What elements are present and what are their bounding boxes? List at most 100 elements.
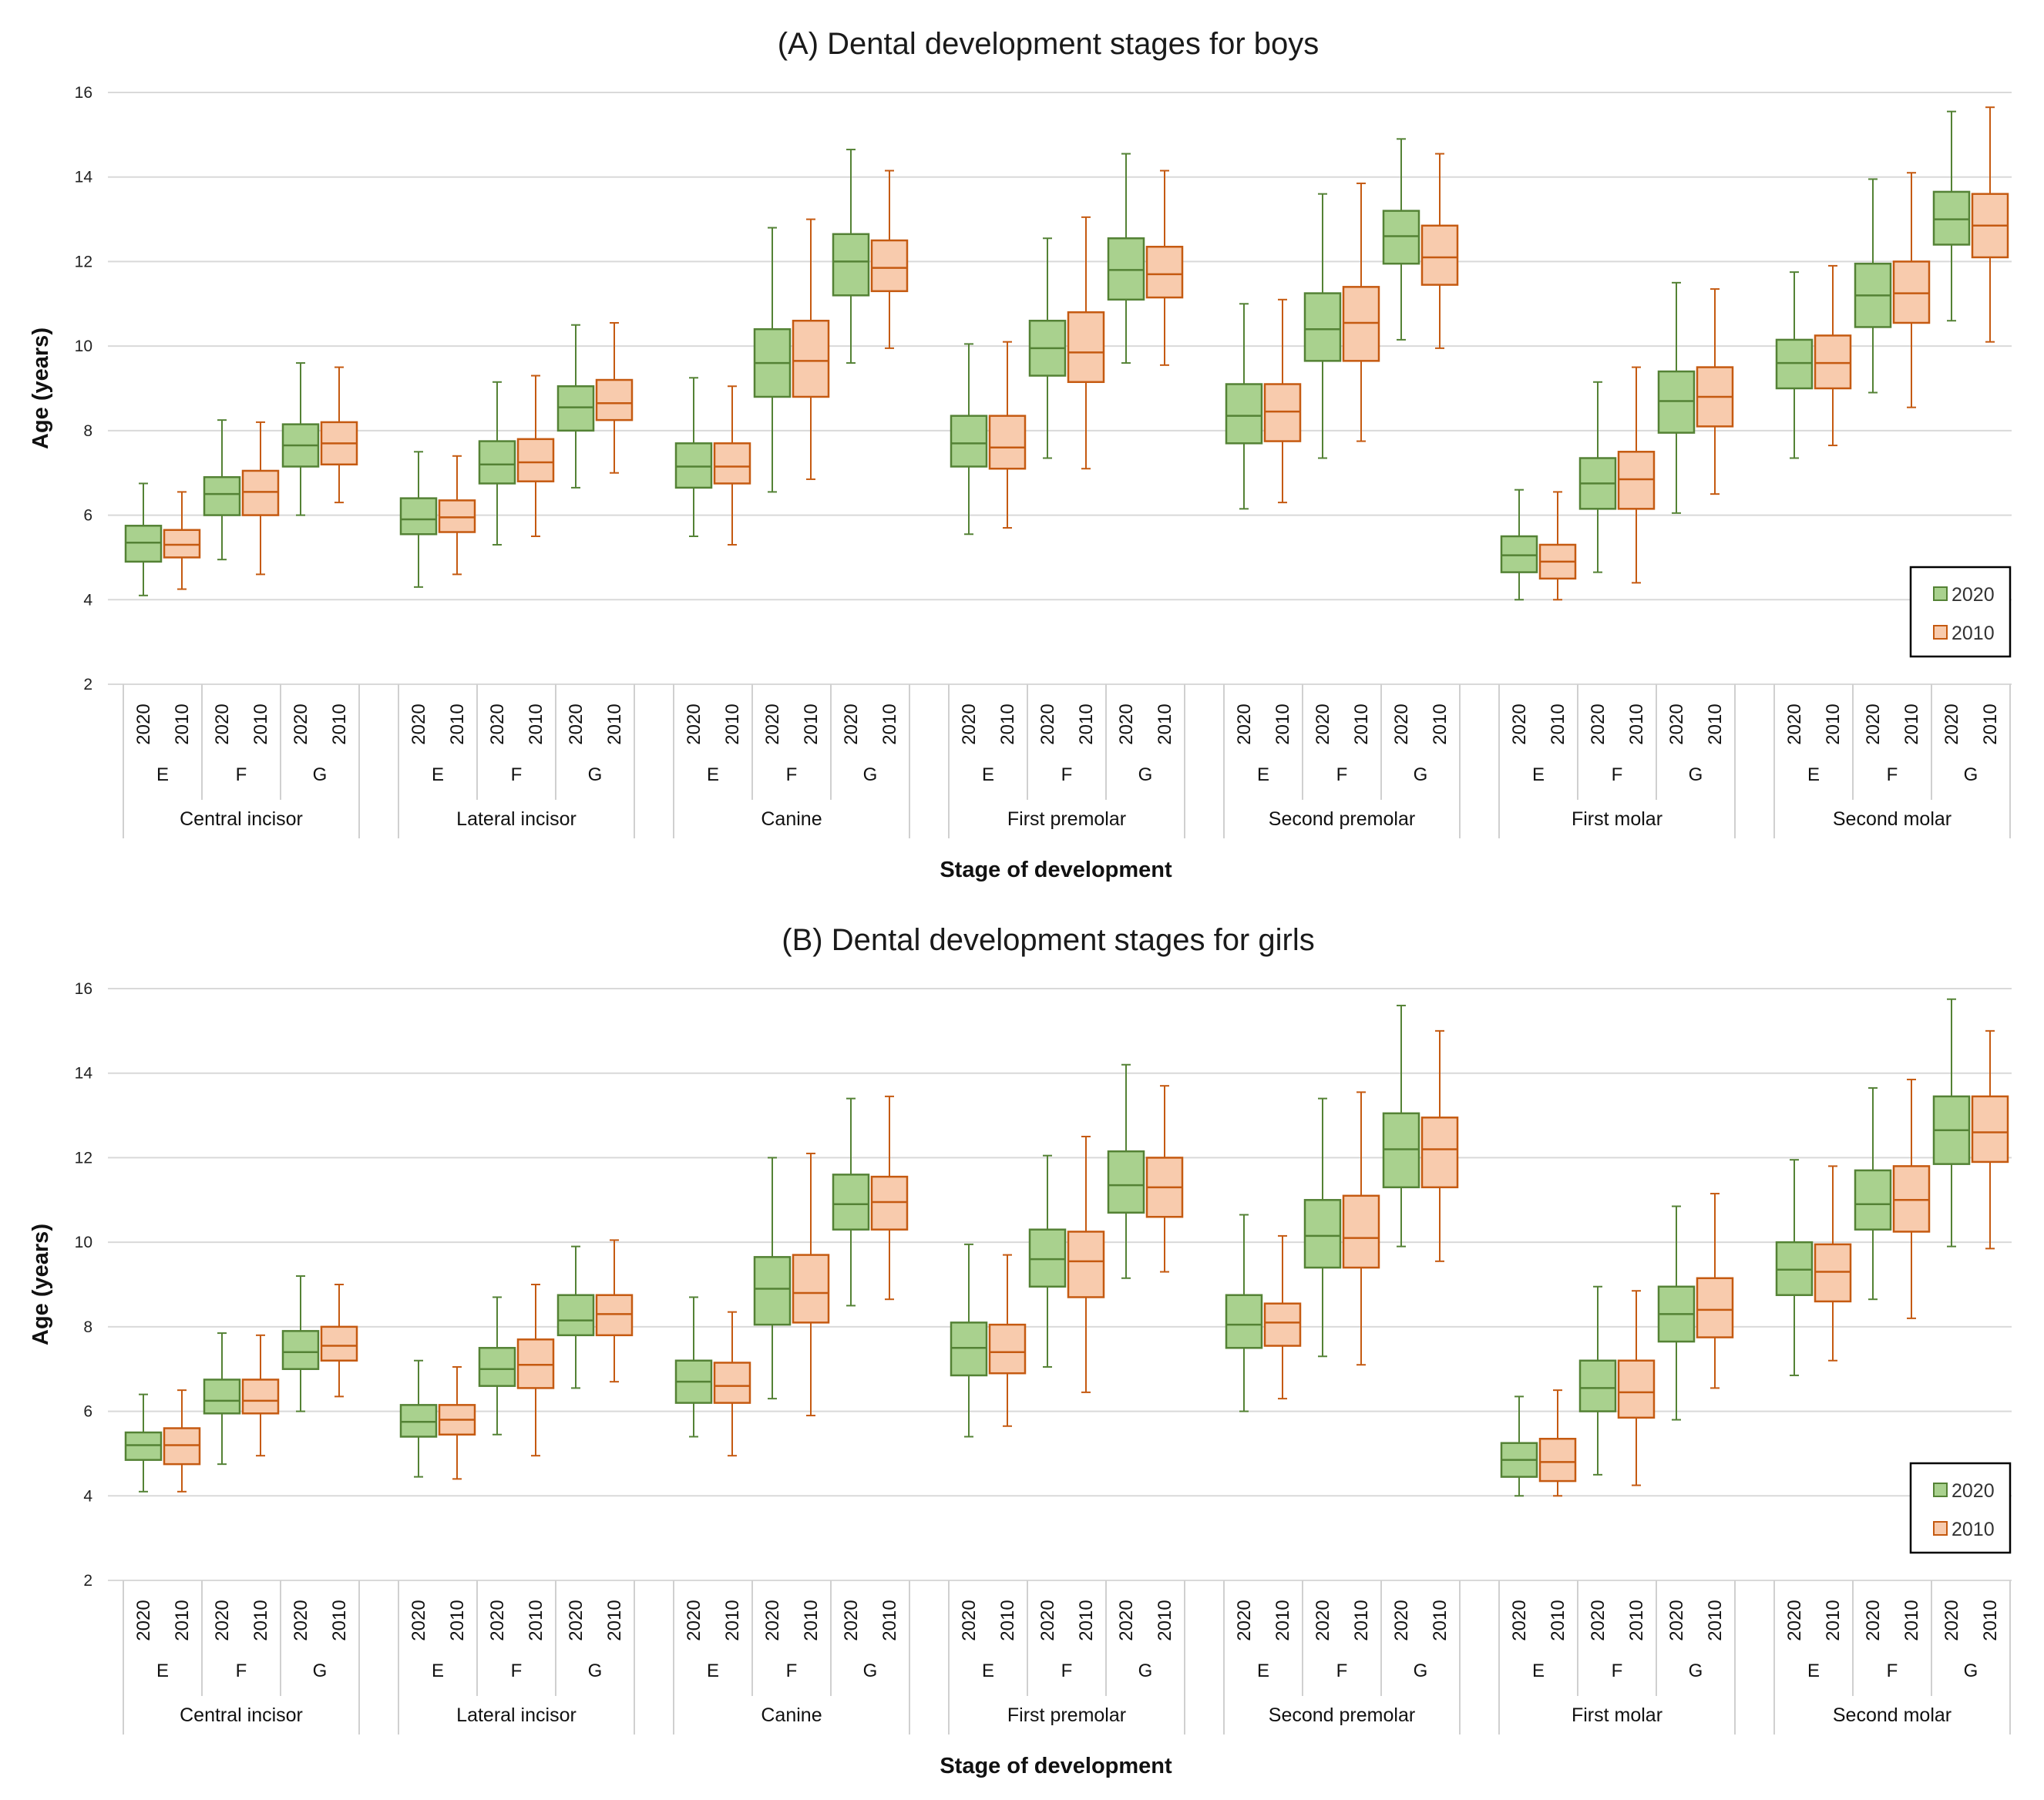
year-tick-label: 2010	[250, 704, 271, 744]
box-2020	[1382, 1004, 1420, 1248]
tooth-label: Central incisor	[180, 1704, 303, 1726]
box-iqr	[1696, 1277, 1734, 1338]
year-tick-label: 2020	[1666, 704, 1687, 744]
box-2010	[438, 455, 476, 576]
year-tick-label: 2020	[1234, 1600, 1255, 1640]
box-2020	[1303, 1097, 1342, 1358]
year-tick-label: 2010	[329, 1600, 350, 1640]
box-2020	[674, 1296, 713, 1438]
box-iqr	[1342, 1194, 1380, 1269]
chart-title: (B) Dental development stages for girls	[782, 923, 1314, 957]
stage-label: E	[707, 1661, 719, 1681]
box-2010	[595, 321, 634, 474]
year-tick-label: 2010	[447, 1600, 468, 1640]
box-2010	[1814, 1165, 1852, 1362]
girls-panel: (B) Dental development stages for girls 2…	[29, 923, 2012, 1778]
year-tick-label: 2020	[566, 704, 587, 744]
tooth-label: Canine	[761, 1704, 822, 1726]
legend: 2020 2010	[1909, 566, 2012, 658]
box-2020	[950, 343, 988, 536]
box-2010	[1145, 1085, 1184, 1273]
box-2010	[1420, 1029, 1459, 1262]
year-tick-label: 2010	[604, 1600, 625, 1640]
y-tick-label: 4	[83, 591, 92, 609]
box-iqr	[1263, 1302, 1302, 1347]
y-tick-label: 4	[83, 1487, 92, 1505]
box-iqr	[1971, 1095, 2009, 1164]
box-iqr	[1814, 1243, 1852, 1303]
box-2020	[203, 419, 241, 561]
year-tick-label: 2020	[212, 1600, 233, 1640]
box-2020	[1028, 237, 1067, 459]
box-iqr	[241, 469, 280, 516]
box-iqr	[870, 1175, 909, 1231]
stage-label: G	[1689, 764, 1703, 785]
year-tick-label: 2020	[1588, 1600, 1609, 1640]
tooth-label: Second premolar	[1269, 1704, 1415, 1726]
year-tick-label: 2020	[1116, 704, 1137, 744]
box-2010	[1067, 216, 1105, 470]
box-2020	[1225, 1214, 1263, 1412]
box-2010	[988, 1254, 1027, 1427]
box-iqr	[1107, 237, 1145, 301]
box-2020	[203, 1332, 241, 1466]
box-2010	[870, 170, 909, 349]
legend-swatch-2010	[1933, 1521, 1948, 1536]
boys-panel: (A) Dental development stages for boys 2 4…	[29, 27, 2012, 882]
stage-label: G	[1138, 764, 1153, 785]
box-iqr	[792, 1254, 830, 1324]
box-2010	[1971, 106, 2009, 343]
year-tick-label: 2010	[1430, 704, 1451, 744]
box-2020	[1657, 281, 1696, 514]
year-tick-label: 2010	[1548, 704, 1568, 744]
year-tick-label: 2010	[801, 1600, 822, 1640]
stage-label: E	[1807, 1661, 1820, 1681]
box-2020	[832, 1097, 870, 1307]
stage-label: F	[511, 764, 523, 785]
year-tick-label: 2020	[1313, 704, 1333, 744]
stage-label: E	[1532, 1661, 1545, 1681]
tooth-label: Lateral incisor	[456, 1704, 577, 1726]
box-iqr	[1067, 1231, 1105, 1298]
stage-label: E	[982, 1661, 994, 1681]
year-tick-label: 2010	[1272, 1600, 1293, 1640]
year-tick-label: 2020	[1116, 1600, 1137, 1640]
box-iqr	[1932, 190, 1971, 246]
year-tick-label: 2010	[1272, 704, 1293, 744]
box-iqr	[203, 475, 241, 516]
y-tick-label: 10	[75, 1234, 92, 1251]
box-2020	[1775, 1159, 1814, 1376]
box-iqr	[988, 1323, 1027, 1375]
box-iqr	[1617, 1359, 1656, 1419]
stage-label: F	[1887, 764, 1898, 785]
box-2020	[1500, 489, 1538, 601]
year-tick-label: 2020	[762, 704, 783, 744]
year-tick-label: 2020	[291, 704, 311, 744]
box-2020	[1303, 193, 1342, 459]
stage-label: F	[511, 1661, 523, 1681]
year-tick-label: 2010	[250, 1600, 271, 1640]
year-tick-label: 2020	[212, 704, 233, 744]
legend-label: 2020	[1952, 584, 1995, 606]
year-tick-label: 2020	[762, 1600, 783, 1640]
stage-label: E	[1807, 764, 1820, 785]
year-tick-label: 2020	[408, 704, 429, 744]
box-iqr	[1342, 286, 1380, 362]
box-2010	[1342, 1091, 1380, 1366]
legend-swatch-2020	[1933, 586, 1948, 601]
year-tick-label: 2010	[1548, 1600, 1568, 1640]
year-tick-label: 2020	[1037, 1600, 1058, 1640]
year-tick-label: 2020	[1588, 704, 1609, 744]
x-axis-title: Stage of development	[940, 858, 1172, 882]
stage-label: G	[1964, 764, 1978, 785]
year-tick-label: 2010	[172, 704, 193, 744]
y-tick-label: 16	[75, 84, 92, 102]
year-tick-label: 2010	[1901, 704, 1922, 744]
legend-label: 2010	[1952, 623, 1995, 644]
tooth-label: First premolar	[1007, 1704, 1126, 1726]
box-2020	[1500, 1395, 1538, 1497]
legend-box	[1909, 1462, 2012, 1554]
box-2020	[1028, 1154, 1067, 1368]
box-iqr	[124, 525, 163, 563]
